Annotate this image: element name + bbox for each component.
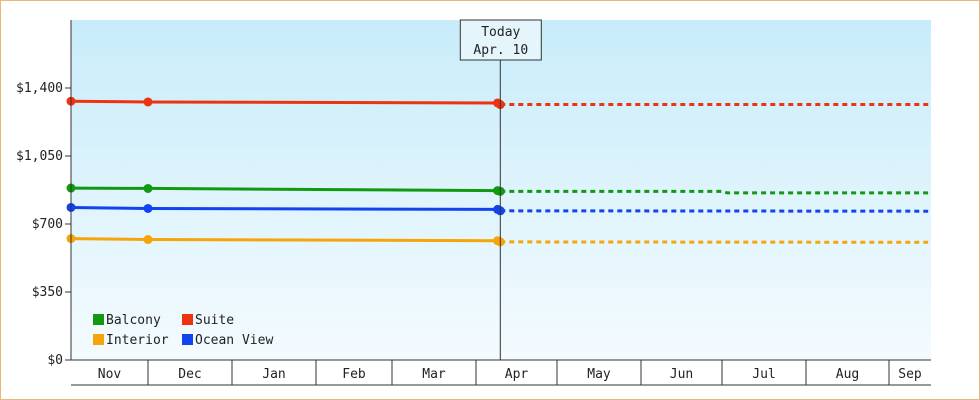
series-line-projected [500, 189, 929, 195]
x-tick-label: Dec [178, 367, 201, 382]
today-marker: Today Apr. 10 [459, 19, 542, 360]
x-tick-label: Feb [342, 367, 366, 382]
legend-item-label: Interior [106, 333, 169, 348]
x-tick-label: Jan [262, 367, 285, 382]
x-tick-label: Apr [505, 367, 529, 382]
x-tick-label: Aug [836, 367, 859, 382]
today-date-label: Apr. 10 [473, 43, 528, 58]
y-tick-label: $350 [32, 285, 63, 300]
today-box [459, 19, 542, 61]
legend-item-label: Balcony [106, 313, 161, 328]
x-tick-label: Jul [752, 367, 775, 382]
y-tick-label: $0 [47, 353, 63, 368]
legend: Balcony Suite Interior Ocean View [93, 313, 273, 348]
data-point [143, 235, 153, 245]
x-tick-label: May [587, 367, 611, 382]
y-tick-label: $1,400 [16, 81, 63, 96]
y-tick-label: $1,050 [16, 149, 63, 164]
x-tick-label: Nov [98, 367, 122, 382]
x-tick-label: Jun [670, 367, 693, 382]
x-tick-label: Sep [898, 367, 922, 382]
legend-swatch [182, 334, 193, 345]
data-point [143, 203, 153, 213]
today-label: Today [481, 25, 520, 40]
legend-swatch [93, 334, 104, 345]
y-tick-label: $700 [32, 217, 63, 232]
x-tick-label: Mar [422, 367, 446, 382]
legend-item-label: Suite [195, 313, 234, 328]
legend-item-label: Ocean View [195, 333, 273, 348]
data-point [143, 97, 153, 107]
legend-swatch [182, 314, 193, 325]
data-point [143, 183, 153, 193]
axis-layer: $0 $350 $700 $1,050 $1,400 Nov Dec Jan Feb Mar Apr… [16, 20, 931, 386]
legend-swatch [93, 314, 104, 325]
series-layer [66, 96, 929, 247]
